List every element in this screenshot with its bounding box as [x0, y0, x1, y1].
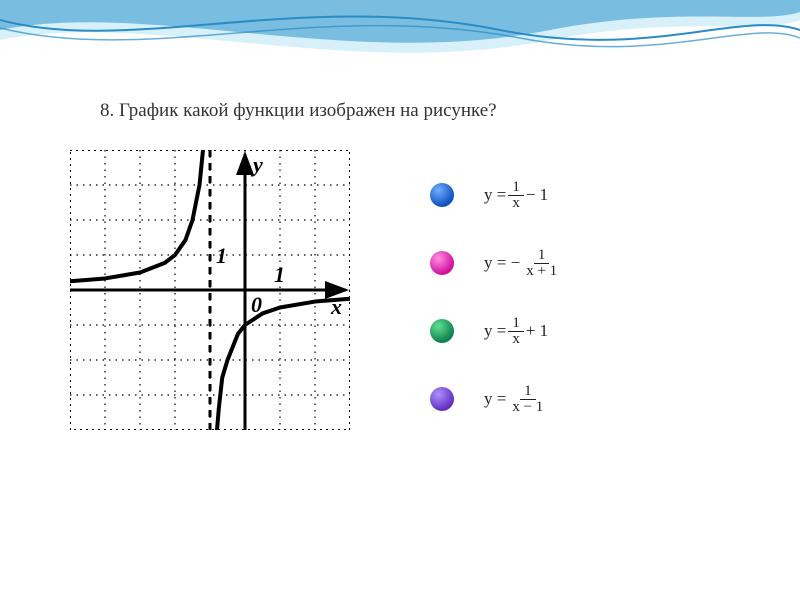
option-formula: y = 1x − 1	[484, 384, 549, 415]
option-formula: y = 1x − 1	[484, 180, 548, 211]
option-formula: y = 1x + 1	[484, 316, 548, 347]
graph-container: y x 01 1	[70, 150, 350, 430]
answer-options: y = 1x − 1 y = − 1x + 1 y = 1x + 1 y = 1…	[430, 170, 563, 442]
question-number: 8.	[100, 100, 114, 121]
svg-text:1: 1	[216, 243, 227, 268]
option-formula: y = − 1x + 1	[484, 248, 563, 279]
svg-text:0: 0	[251, 292, 262, 317]
option-3[interactable]: y = 1x + 1	[430, 306, 563, 356]
bullet-icon	[430, 251, 454, 275]
svg-text:1: 1	[274, 262, 285, 287]
question-body: График какой функции изображен на рисунк…	[119, 100, 497, 121]
svg-text:x: x	[330, 294, 342, 319]
question-text: 8. График какой функции изображен на рис…	[100, 100, 497, 122]
bullet-icon	[430, 319, 454, 343]
option-4[interactable]: y = 1x − 1	[430, 374, 563, 424]
svg-text:y: y	[250, 152, 263, 177]
bullet-icon	[430, 183, 454, 207]
function-graph: y x 01 1	[70, 150, 350, 430]
option-2[interactable]: y = − 1x + 1	[430, 238, 563, 288]
wave-decoration	[0, 0, 800, 90]
bullet-icon	[430, 387, 454, 411]
option-1[interactable]: y = 1x − 1	[430, 170, 563, 220]
